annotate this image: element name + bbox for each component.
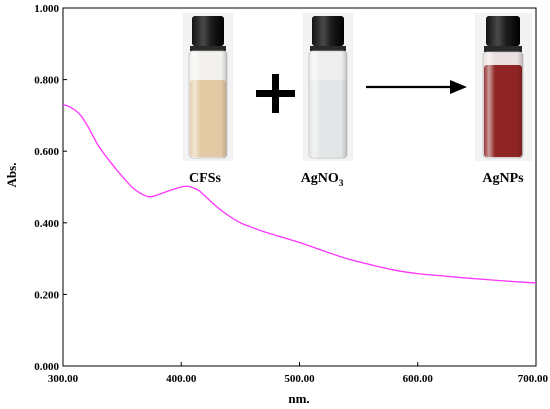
y-tick-label: 0.800: [34, 75, 59, 87]
vial-agno3: AgNO3: [301, 13, 353, 188]
y-tick-label: 0.400: [34, 218, 59, 230]
vial-cap: [486, 16, 520, 46]
vial-cap: [192, 16, 224, 46]
absorbance-curve: [62, 104, 537, 284]
vial-label: AgNO3: [301, 171, 344, 188]
vial-label: CFSs: [189, 171, 221, 186]
y-axis-title: Abs.: [4, 163, 19, 188]
reaction-inset: CFSs AgNO3 A: [183, 13, 532, 188]
x-tick-label: 600.00: [403, 373, 434, 385]
y-tick-label: 1.000: [34, 3, 59, 15]
arrow-right-icon: [366, 80, 467, 94]
x-tick-label: 300.00: [48, 373, 79, 385]
vial-label: AgNPs: [482, 171, 524, 186]
y-axis: 0.000 0.200 0.400 0.600 0.800 1.000: [34, 3, 67, 373]
y-tick-label: 0.000: [34, 361, 59, 373]
vial-agnps: AgNPs: [475, 13, 532, 186]
x-tick-label: 400.00: [166, 373, 197, 385]
plot-frame: [62, 7, 537, 367]
x-axis: 300.00 400.00 500.00 600.00 700.00: [48, 362, 549, 385]
x-axis-title: nm.: [288, 391, 309, 406]
vial-cfss: CFSs: [183, 13, 233, 186]
x-tick-label: 500.00: [284, 373, 315, 385]
y-tick-label: 0.600: [34, 146, 59, 158]
y-tick-label: 0.200: [34, 289, 59, 301]
plus-icon: [256, 74, 295, 113]
vial-cap: [312, 16, 344, 46]
x-tick-label: 700.00: [518, 373, 549, 385]
